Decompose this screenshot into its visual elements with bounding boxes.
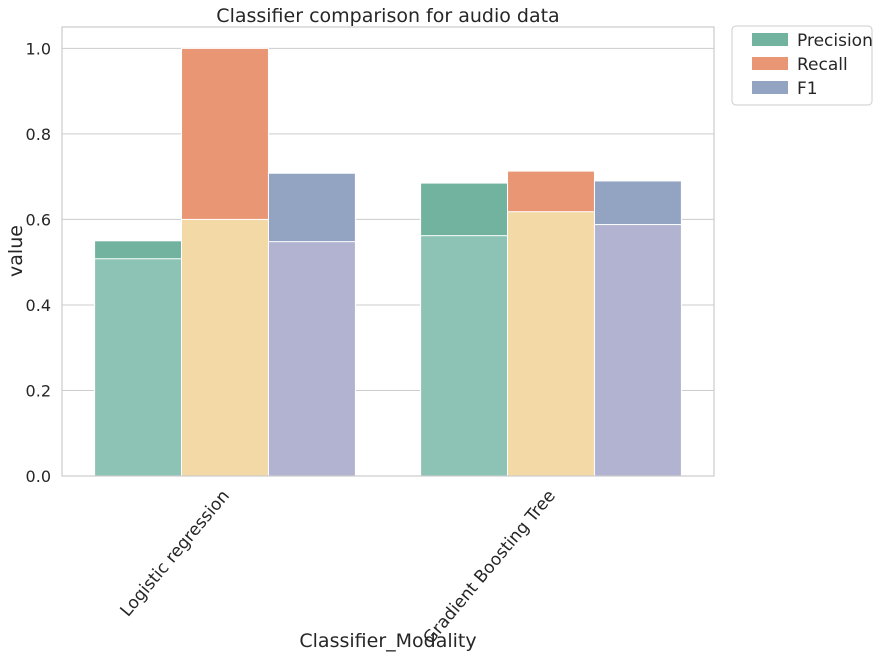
x-tick-label: Gradient Boosting Tree xyxy=(419,486,559,648)
plot-frame xyxy=(61,26,715,477)
bar-inner xyxy=(593,224,682,477)
bar-inner xyxy=(507,211,595,477)
bar-inner xyxy=(420,235,509,477)
bar-inner xyxy=(267,241,356,477)
y-tick-label: 0.2 xyxy=(26,381,51,400)
y-tick-label: 0.8 xyxy=(26,125,51,144)
legend-swatch xyxy=(752,33,788,46)
legend-label: Precision xyxy=(797,31,873,51)
x-axis-ticks: Logistic regression Gradient Boosting Tre… xyxy=(117,486,560,648)
y-tick-label: 1.0 xyxy=(26,39,51,58)
bar-inner xyxy=(181,218,269,477)
y-tick-label: 0.4 xyxy=(26,296,51,315)
bar-inner xyxy=(94,258,183,477)
legend-swatch xyxy=(752,57,788,70)
bars xyxy=(94,47,682,477)
y-tick-label: 0.0 xyxy=(26,467,51,486)
legend: Precision Recall F1 xyxy=(731,25,873,106)
legend-swatch xyxy=(752,81,788,94)
y-axis-label: value xyxy=(5,225,27,277)
y-axis-ticks: 0.0 0.2 0.4 0.6 0.8 1.0 xyxy=(26,39,51,486)
x-axis-label: Classifier_Modality xyxy=(299,630,476,652)
chart-title: Classifier comparison for audio data xyxy=(216,5,559,27)
legend-label: Recall xyxy=(797,55,848,75)
legend-label: F1 xyxy=(797,79,818,99)
y-tick-label: 0.6 xyxy=(26,210,51,229)
x-tick-label: Logistic regression xyxy=(117,486,234,620)
